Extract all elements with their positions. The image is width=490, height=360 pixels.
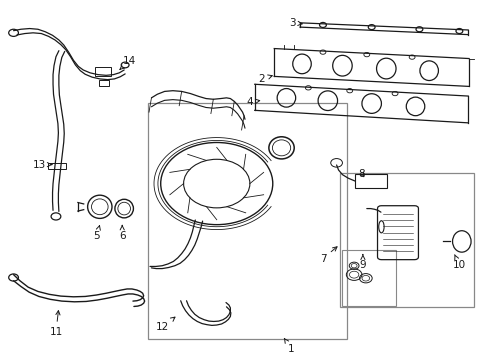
Text: 7: 7: [319, 247, 337, 264]
Bar: [48, 163, 66, 169]
Text: 14: 14: [120, 57, 136, 69]
Text: 2: 2: [259, 74, 272, 84]
Text: 11: 11: [49, 311, 63, 337]
Text: 13: 13: [33, 159, 52, 170]
Text: 6: 6: [119, 225, 125, 242]
Text: 9: 9: [360, 255, 366, 270]
Text: 12: 12: [155, 317, 175, 332]
Bar: [343, 250, 396, 306]
Bar: [147, 103, 347, 339]
Bar: [355, 174, 387, 188]
Bar: [340, 173, 474, 307]
Text: 1: 1: [284, 338, 294, 354]
Text: 8: 8: [359, 168, 365, 179]
Bar: [99, 80, 109, 86]
Text: 4: 4: [246, 97, 260, 107]
Text: 10: 10: [453, 255, 466, 270]
Bar: [95, 67, 111, 76]
Text: 5: 5: [93, 226, 100, 242]
Text: 3: 3: [290, 18, 302, 28]
